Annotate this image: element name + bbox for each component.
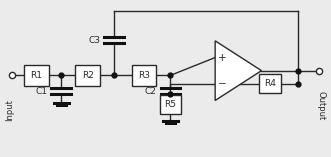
Text: R3: R3 (138, 71, 150, 80)
Text: Input: Input (5, 99, 15, 121)
Text: C3: C3 (88, 35, 100, 45)
Bar (75, 65, 100, 86)
Bar (24, 65, 49, 86)
Text: R1: R1 (30, 71, 42, 80)
Text: R5: R5 (165, 100, 176, 109)
Text: C2: C2 (145, 87, 157, 96)
Text: Output: Output (316, 91, 326, 120)
Text: R4: R4 (264, 79, 276, 88)
Text: C1: C1 (35, 87, 47, 96)
Text: +: + (218, 53, 227, 62)
Bar (160, 95, 181, 114)
Polygon shape (215, 41, 261, 100)
Text: −: − (218, 79, 227, 89)
Text: R2: R2 (82, 71, 94, 80)
Bar (259, 74, 280, 93)
Bar (132, 65, 157, 86)
